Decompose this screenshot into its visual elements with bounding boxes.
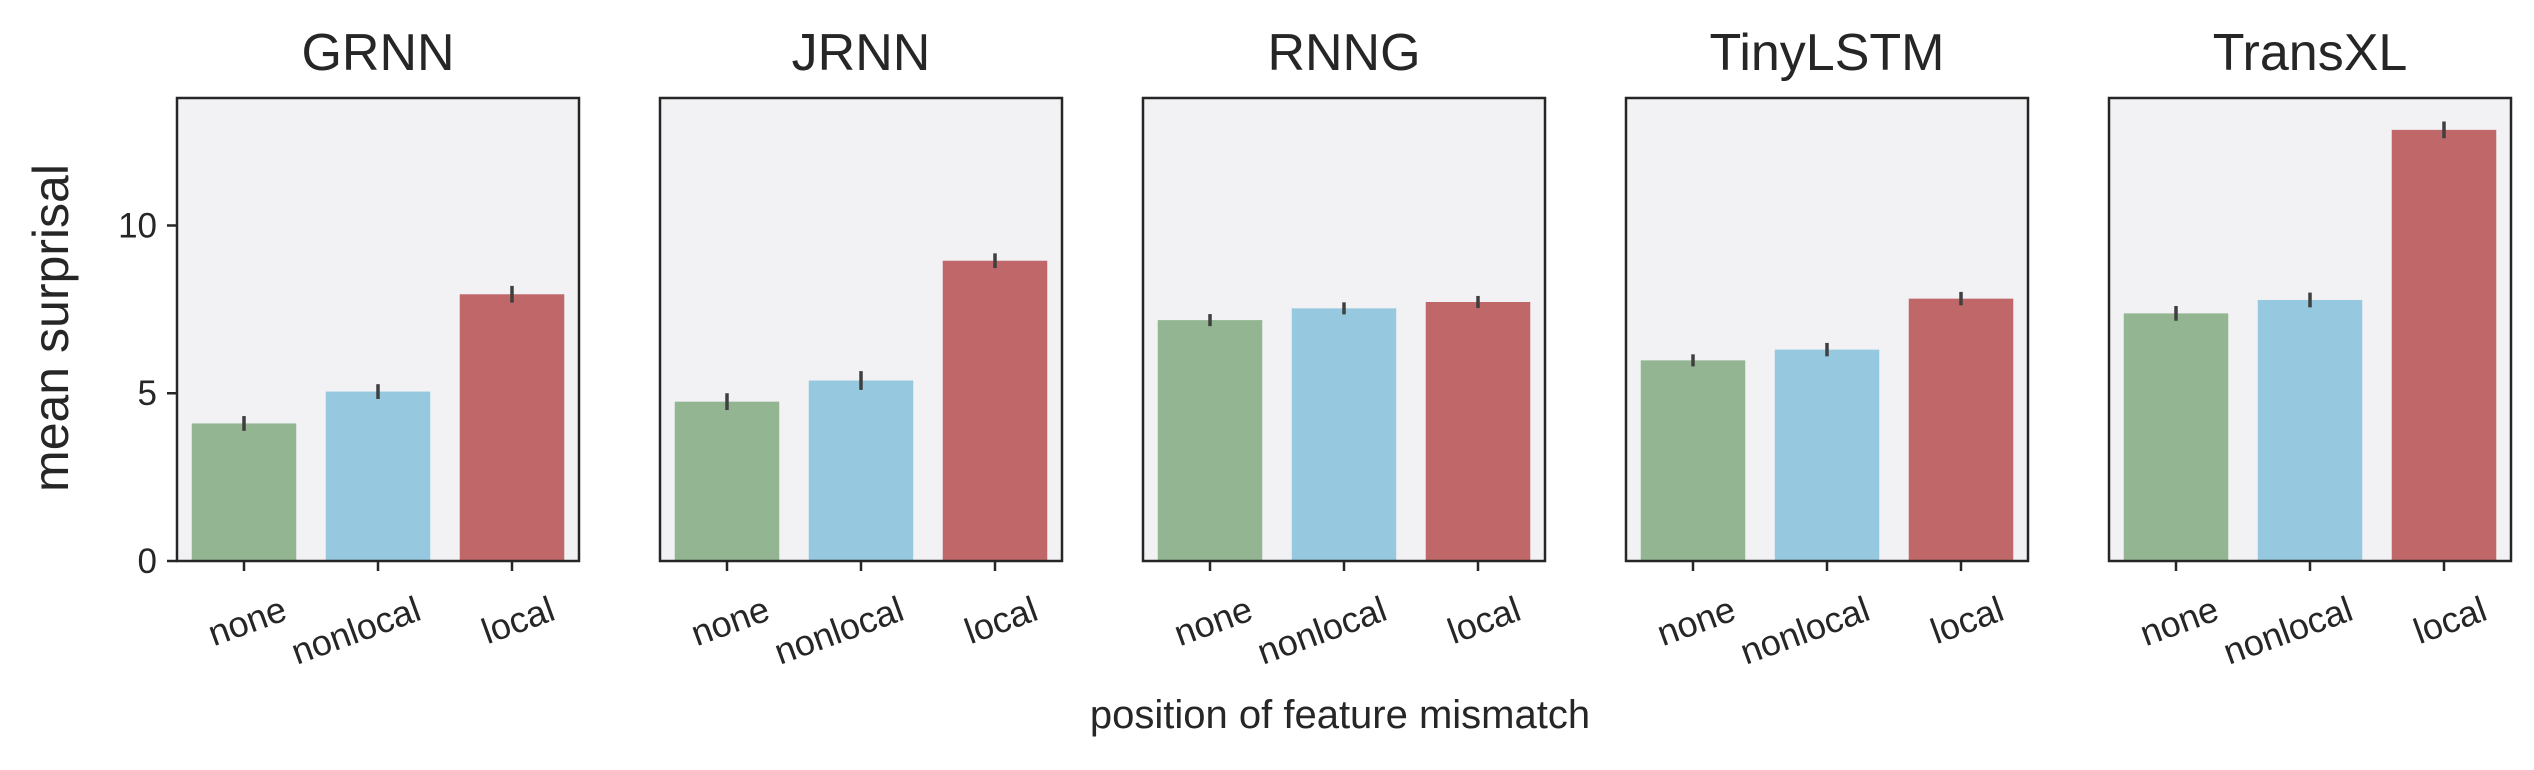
y-tick-label: 0 [138, 542, 157, 581]
y-tick-label: 5 [138, 374, 157, 413]
x-tick-label-local: local [959, 588, 1043, 652]
y-axis-label: mean surprisal [23, 164, 79, 492]
x-tick-label-local: local [1925, 588, 2009, 652]
bar-local [1908, 298, 2014, 561]
x-tick-label-local: local [2408, 588, 2492, 652]
bar-nonlocal [808, 380, 914, 561]
panel-title: RNNG [1267, 24, 1420, 82]
bar-none [674, 401, 780, 561]
bar-local [459, 294, 565, 561]
bar-none [1157, 320, 1263, 561]
bar-local [942, 260, 1048, 561]
bar-nonlocal [1291, 308, 1397, 561]
x-tick-label-local: local [476, 588, 560, 652]
x-tick-label-nonlocal: nonlocal [286, 588, 426, 672]
x-tick-label-nonlocal: nonlocal [1735, 588, 1875, 672]
bar-local [1425, 301, 1531, 561]
bar-local [2391, 129, 2497, 562]
x-tick-label-none: none [2134, 588, 2223, 654]
panel-title: TransXL [2213, 24, 2408, 82]
x-tick-label-local: local [1442, 588, 1526, 652]
x-tick-label-nonlocal: nonlocal [769, 588, 909, 672]
x-tick-label-nonlocal: nonlocal [2218, 588, 2358, 672]
panel-title: TinyLSTM [1710, 24, 1945, 82]
x-tick-label-nonlocal: nonlocal [1252, 588, 1392, 672]
x-axis-label: position of feature mismatch [1090, 693, 1590, 737]
bar-none [191, 423, 297, 561]
x-tick-label-none: none [202, 588, 291, 654]
x-tick-label-none: none [1168, 588, 1257, 654]
bar-nonlocal [325, 391, 431, 561]
panel-title: GRNN [301, 24, 454, 82]
bar-none [1640, 360, 1746, 561]
panel-title: JRNN [792, 24, 931, 82]
x-tick-label-none: none [685, 588, 774, 654]
x-tick-label-none: none [1651, 588, 1740, 654]
y-tick-label: 10 [118, 206, 157, 245]
bar-nonlocal [1774, 349, 1880, 561]
bar-none [2123, 313, 2229, 561]
bar-nonlocal [2257, 299, 2363, 561]
